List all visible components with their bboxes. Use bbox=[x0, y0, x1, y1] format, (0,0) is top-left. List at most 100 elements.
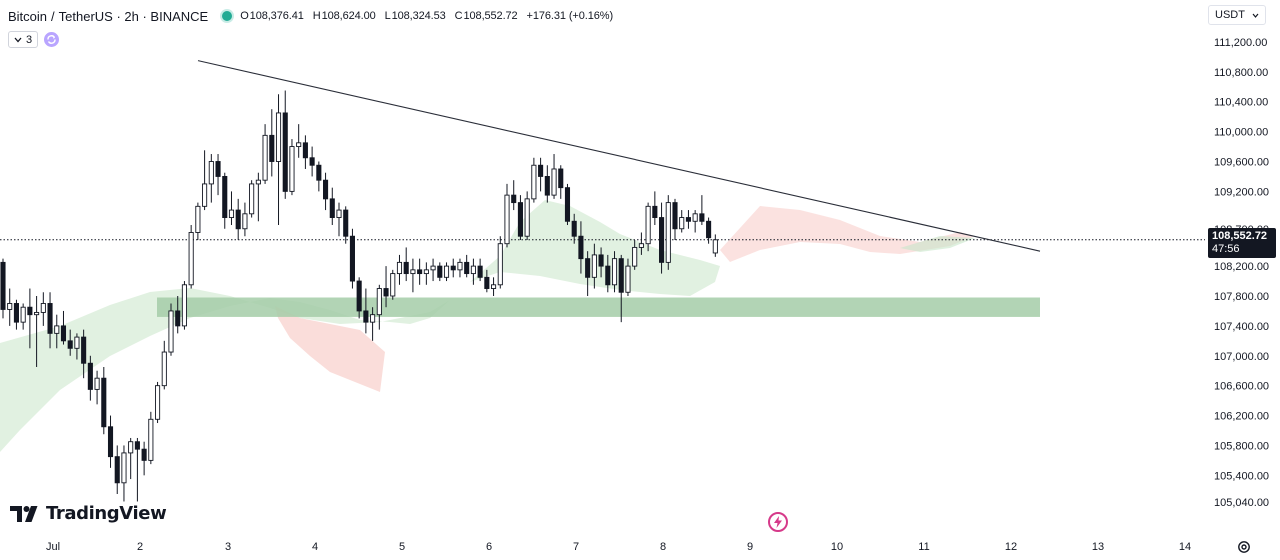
symbol-name[interactable]: Bitcoin bbox=[8, 8, 48, 24]
candle-body bbox=[74, 336, 80, 349]
flash-icon[interactable] bbox=[768, 512, 788, 532]
candle-body bbox=[249, 183, 255, 215]
currency-selector[interactable]: USDT bbox=[1208, 5, 1266, 25]
x-tick-label: 13 bbox=[1092, 541, 1104, 553]
candle bbox=[517, 195, 523, 240]
candle bbox=[585, 251, 591, 297]
candle-body bbox=[202, 183, 208, 207]
candle bbox=[437, 262, 443, 282]
y-tick-label: 108,200.00 bbox=[1214, 261, 1269, 273]
candle-body bbox=[222, 175, 228, 218]
y-tick-label: 106,200.00 bbox=[1214, 411, 1269, 423]
chevron-down-icon bbox=[1252, 13, 1259, 18]
x-tick-label: 12 bbox=[1005, 541, 1017, 553]
candle bbox=[484, 269, 490, 293]
candle bbox=[363, 288, 369, 334]
price-axis[interactable]: 111,200.00 110,800.00 110,400.00 110,000.00… bbox=[1214, 37, 1269, 509]
candle-body bbox=[470, 265, 476, 275]
candle-body bbox=[40, 303, 46, 313]
candle bbox=[101, 366, 107, 435]
candle-body bbox=[390, 273, 396, 297]
candle bbox=[208, 154, 214, 203]
ohlc-values: O108,376.41 H108,624.00 L108,324.53 C108… bbox=[240, 10, 619, 22]
candle-body bbox=[302, 142, 308, 159]
time-axis[interactable]: Jul 2 3 4 5 6 7 8 9 10 11 12 13 14 bbox=[46, 541, 1191, 553]
candle-body bbox=[60, 325, 67, 342]
candle-body bbox=[323, 179, 329, 200]
candle-body bbox=[356, 280, 362, 312]
symbol-quote[interactable]: TetherUS · 2h · BINANCE bbox=[58, 8, 209, 24]
last-price-value: 108,552.72 bbox=[1212, 230, 1268, 242]
candle-body bbox=[524, 198, 530, 237]
candle bbox=[410, 258, 416, 293]
indicators-toggle-button[interactable]: 3 bbox=[8, 31, 39, 48]
candle-body bbox=[605, 265, 611, 286]
last-price-label: 108,552.72 47:56 bbox=[1208, 228, 1276, 258]
y-tick-label: 107,400.00 bbox=[1214, 321, 1269, 333]
open-label: O bbox=[240, 10, 249, 22]
candle bbox=[578, 221, 584, 274]
candle-body bbox=[208, 161, 214, 185]
candle bbox=[309, 146, 315, 177]
candle bbox=[383, 266, 389, 308]
candle bbox=[571, 213, 577, 244]
candle bbox=[255, 172, 261, 222]
candle bbox=[625, 258, 631, 297]
candle bbox=[155, 381, 161, 424]
gear-icon[interactable] bbox=[1236, 539, 1252, 555]
chart-legend: Bitcoin / TetherUS · 2h · BINANCE O108,3… bbox=[8, 6, 619, 26]
y-tick-label: 105,040.00 bbox=[1214, 497, 1269, 509]
candle-body bbox=[114, 456, 120, 484]
close-label: C bbox=[454, 10, 463, 22]
candle bbox=[544, 165, 550, 203]
candle bbox=[564, 183, 571, 226]
change-value: +176.31 (+0.16%) bbox=[526, 10, 614, 22]
candle bbox=[349, 228, 355, 289]
y-tick-label: 107,000.00 bbox=[1214, 351, 1269, 363]
candle-body bbox=[296, 142, 302, 148]
candle-body bbox=[343, 209, 349, 237]
candle-body bbox=[329, 198, 335, 218]
candle-body bbox=[464, 261, 470, 275]
candle bbox=[443, 262, 450, 282]
candle-body bbox=[349, 235, 355, 282]
candle bbox=[665, 195, 671, 270]
candle-body bbox=[544, 175, 550, 196]
candle bbox=[262, 124, 268, 184]
candle-body bbox=[497, 243, 503, 286]
candle-body bbox=[585, 258, 591, 278]
candle-body bbox=[242, 213, 248, 230]
candle bbox=[148, 411, 154, 465]
sync-icon[interactable] bbox=[44, 32, 60, 47]
candle bbox=[168, 303, 174, 356]
candle-body bbox=[370, 314, 376, 323]
x-tick-label: 6 bbox=[486, 541, 492, 553]
candle bbox=[511, 180, 517, 211]
candle bbox=[40, 292, 46, 326]
candle bbox=[242, 202, 248, 237]
candle bbox=[497, 236, 503, 289]
candle-body bbox=[81, 336, 87, 364]
candle bbox=[60, 310, 67, 345]
candle bbox=[632, 239, 638, 270]
candle bbox=[195, 202, 201, 240]
candle-body bbox=[578, 235, 584, 260]
candle-body bbox=[181, 284, 187, 327]
candle bbox=[228, 191, 235, 226]
candle bbox=[87, 355, 93, 401]
candle-body bbox=[168, 310, 174, 353]
candle bbox=[376, 284, 382, 330]
tradingview-logo[interactable]: TradingView bbox=[10, 503, 167, 524]
y-tick-label: 110,800.00 bbox=[1214, 67, 1268, 79]
y-tick-label: 111,200.00 bbox=[1214, 37, 1267, 49]
high-value: 108,624.00 bbox=[321, 10, 376, 22]
candle-body bbox=[101, 377, 107, 428]
ichimoku-cloud bbox=[0, 200, 975, 452]
candle bbox=[638, 232, 644, 255]
x-tick-label: 3 bbox=[225, 541, 231, 553]
trendline[interactable] bbox=[197, 60, 1041, 252]
candle-body bbox=[7, 303, 13, 310]
y-tick-label: 107,800.00 bbox=[1214, 291, 1269, 303]
candle-body bbox=[134, 441, 140, 450]
